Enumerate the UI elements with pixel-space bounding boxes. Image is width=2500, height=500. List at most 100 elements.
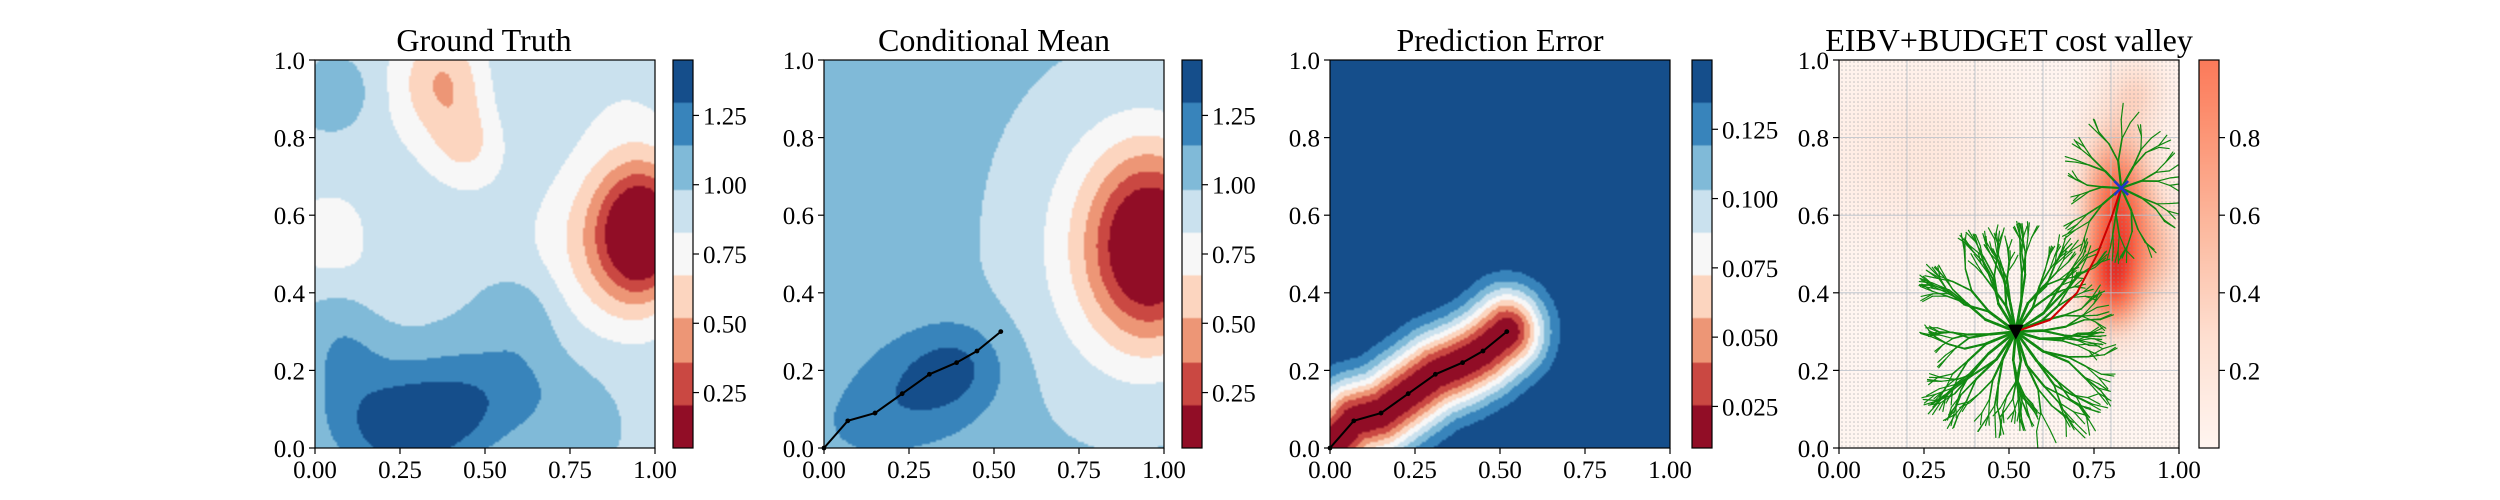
tree-edge xyxy=(2071,394,2089,404)
tree-edge xyxy=(2088,123,2099,134)
path-point xyxy=(1480,348,1486,354)
y-tick-label: 0.8 xyxy=(1798,126,1829,153)
tree-edge xyxy=(2140,135,2143,151)
tree-edge xyxy=(2085,253,2098,259)
x-tick-label: 1.00 xyxy=(1648,457,1692,484)
tree-edge xyxy=(2063,251,2073,261)
tree-edge xyxy=(1921,283,1933,292)
tree-edge xyxy=(1932,395,1944,408)
tree-edge xyxy=(2097,392,2109,405)
tree-edge xyxy=(2076,334,2091,341)
tree-edge xyxy=(1981,398,1991,414)
tree-edge xyxy=(2074,159,2090,166)
tree-edge xyxy=(2080,148,2093,159)
tree-edge xyxy=(2081,407,2090,419)
tree-edge xyxy=(1964,268,1973,292)
x-tick-label: 0.25 xyxy=(887,457,931,484)
tree-edge xyxy=(2094,257,2107,269)
tree-edge xyxy=(2084,295,2097,298)
y-tick-label: 0.8 xyxy=(274,126,305,153)
y-tick-label: 0.6 xyxy=(1798,203,1829,230)
x-tick-label: 0.00 xyxy=(802,457,846,484)
y-tick-label: 0.8 xyxy=(1289,126,1320,153)
tree-edge xyxy=(2042,350,2070,364)
tree-edge xyxy=(1935,344,1944,354)
tree-edge xyxy=(2013,254,2019,264)
tree-edge xyxy=(2103,346,2116,356)
tree-edge xyxy=(2018,222,2024,237)
tree-edge xyxy=(2043,385,2065,398)
tree-edge xyxy=(2087,402,2102,411)
x-tick-label: 0.25 xyxy=(1902,457,1946,484)
tree-edge xyxy=(2055,258,2065,274)
tree-edge xyxy=(2025,236,2033,254)
tree-edge xyxy=(2056,379,2077,397)
tree-edge xyxy=(2060,339,2078,346)
tree-edge xyxy=(2140,196,2157,210)
tree-edge xyxy=(2120,118,2123,140)
tree-edge xyxy=(1977,246,1985,263)
tree-edge xyxy=(2014,412,2017,424)
tree-edge xyxy=(1977,419,1986,432)
tree-edge xyxy=(1985,330,2018,345)
tree-edge xyxy=(2120,102,2124,121)
colorbar-ticks: 0.025 0.050 0.075 0.100 0.125 xyxy=(1712,117,1778,421)
tree-edge xyxy=(2054,251,2069,266)
path-point xyxy=(998,329,1004,334)
tree-edge xyxy=(1996,256,2004,270)
tree-edge xyxy=(1937,354,1947,363)
path-point xyxy=(954,360,959,366)
tree-edge xyxy=(2155,161,2167,173)
tree-edge xyxy=(2075,140,2085,148)
tree-edge xyxy=(2082,302,2095,316)
tree-edge xyxy=(1996,239,2002,257)
tree-edge xyxy=(2017,398,2020,413)
panel-conditional-mean: Conditional Mean 0.00 0.25 0.50 0.75 1.000.0… xyxy=(783,22,1256,484)
tree-edge xyxy=(2060,275,2070,286)
y-tick-label: 0.2 xyxy=(1289,358,1320,385)
tree-edge xyxy=(1919,274,1933,286)
tree-edge xyxy=(2155,170,2171,173)
tree-edge xyxy=(2078,339,2093,344)
tree-edge xyxy=(2063,247,2067,261)
tree-edge xyxy=(2009,251,2016,261)
tree-edge xyxy=(1953,394,1962,412)
tree-edge xyxy=(2012,398,2017,414)
tree-edge xyxy=(2088,203,2104,223)
tree-edge xyxy=(1934,387,1953,396)
tree-edge xyxy=(1953,414,1959,429)
tree-edge xyxy=(2035,411,2042,432)
tree-edge xyxy=(2043,385,2060,404)
tree-edge xyxy=(2048,284,2063,297)
tree-edge xyxy=(1920,293,1934,302)
tree-edge xyxy=(2089,334,2102,338)
tree-edge xyxy=(1920,332,1934,336)
path-points xyxy=(1327,329,1510,451)
panel-title: Prediction Error xyxy=(1396,22,1603,58)
tree-edge xyxy=(2068,266,2080,273)
colorbar-tick-label: 0.6 xyxy=(2229,203,2260,230)
panel-prediction-error: Prediction Error 0.00 0.25 0.50 0.75 1.000.0… xyxy=(1289,22,1779,484)
path-point xyxy=(927,371,932,377)
tree-edge xyxy=(1926,378,1942,382)
next-waypoint-marker xyxy=(2113,180,2130,196)
tree-edge xyxy=(2060,280,2073,286)
tree-edge xyxy=(2013,225,2021,239)
colorbar-tick-label: 0.75 xyxy=(703,242,747,269)
tree-edge xyxy=(1994,423,1997,439)
y-tick-label: 0.2 xyxy=(274,358,305,385)
tree-edge xyxy=(2156,180,2171,186)
tree-edge xyxy=(2026,221,2029,237)
tree-edge xyxy=(2097,132,2110,145)
tree-edge xyxy=(1968,333,1992,339)
tree-edge xyxy=(2140,171,2157,182)
x-tick-label: 0.00 xyxy=(1817,457,1861,484)
tree-edge xyxy=(2091,403,2109,409)
tree-edge xyxy=(2111,247,2114,262)
tree-edge xyxy=(2059,337,2078,341)
tree-edge xyxy=(2049,255,2056,271)
tree-edge xyxy=(1964,239,1974,252)
tree-edge xyxy=(2077,266,2096,276)
y-tick-label: 0.4 xyxy=(783,281,815,308)
tree-edge xyxy=(1953,372,1972,386)
